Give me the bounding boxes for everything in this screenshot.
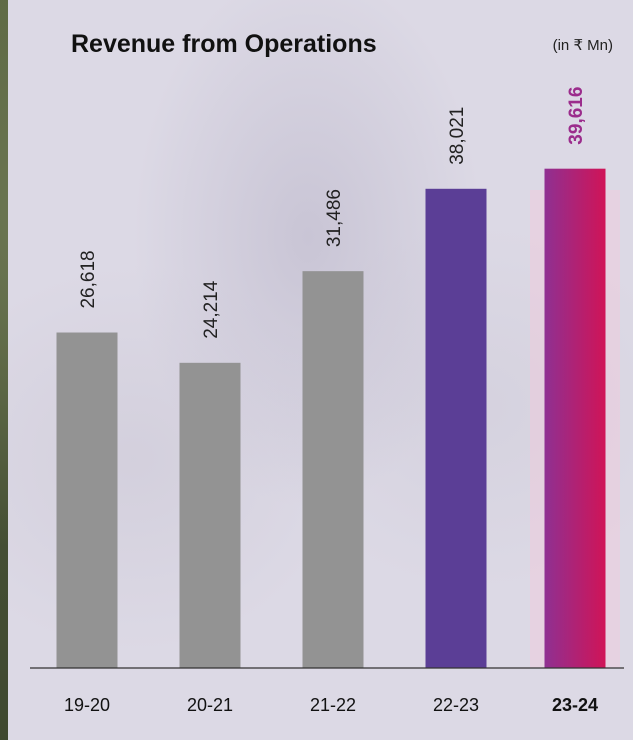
tick-label-23-24: 23-24 [552, 695, 598, 715]
tick-label-group: 19-20 20-21 21-22 22-23 23-24 [64, 695, 598, 715]
bar-23-24 [544, 168, 606, 668]
bar-19-20 [56, 332, 118, 668]
value-label-23-24: 39,616 [566, 87, 587, 145]
value-label-22-23: 38,021 [447, 107, 468, 165]
value-label-20-21: 24,214 [201, 280, 222, 339]
tick-label-20-21: 20-21 [187, 695, 233, 715]
value-label-group: 26,618 24,214 31,486 38,021 39,616 [78, 87, 587, 339]
value-label-21-22: 31,486 [324, 189, 345, 247]
chart-title: Revenue from Operations [71, 30, 377, 58]
bar-22-23 [425, 188, 487, 668]
tick-label-22-23: 22-23 [433, 695, 479, 715]
bar-20-21 [179, 362, 241, 668]
value-label-19-20: 26,618 [78, 250, 99, 308]
tick-label-21-22: 21-22 [310, 695, 356, 715]
chart-unit-label: (in ₹ Mn) [552, 37, 613, 54]
bar-21-22 [302, 271, 364, 668]
tick-label-19-20: 19-20 [64, 695, 110, 715]
bar-group [56, 168, 606, 668]
